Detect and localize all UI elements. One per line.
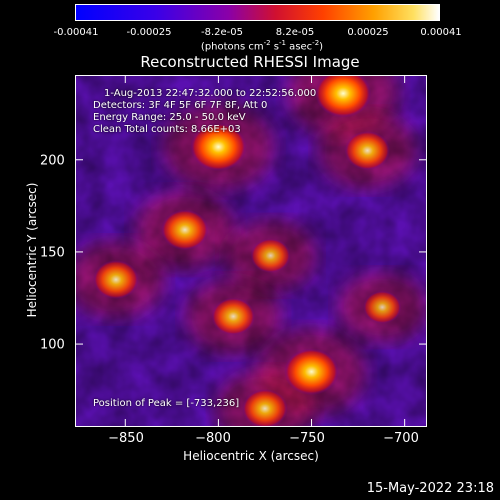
annotation-energy: Energy Range: 25.0 - 50.0 keV	[93, 112, 246, 123]
colorbar-tick: 8.2e-05	[275, 27, 315, 38]
y-axis-label: Heliocentric Y (arcsec)	[25, 182, 39, 318]
bright-source	[190, 122, 247, 171]
bright-source	[93, 260, 139, 300]
bright-source	[315, 75, 372, 118]
bright-source	[161, 209, 209, 251]
colorbar-tick: -0.00025	[126, 27, 172, 38]
y-tick-label: 150	[40, 245, 65, 261]
x-tick-label: −800	[195, 431, 231, 446]
chart-title: Reconstructed RHESSI Image	[140, 53, 360, 71]
x-tick-label: −850	[108, 431, 144, 446]
colorbar-tick: 0.00041	[420, 27, 462, 38]
y-tick-label: 200	[40, 153, 65, 169]
bright-source	[250, 238, 291, 273]
annotation-time: 1-Aug-2013 22:47:32.000 to 22:52:56.000	[104, 88, 317, 99]
annotation-counts: Clean Total counts: 8.66E+03	[93, 124, 241, 135]
annotation-peak-position: Position of Peak = [-733,236]	[93, 398, 240, 409]
bright-source	[344, 131, 391, 171]
bright-source	[363, 290, 402, 324]
bright-source	[211, 297, 256, 336]
x-axis-label: Heliocentric X (arcsec)	[183, 449, 319, 463]
colorbar	[75, 4, 440, 21]
bright-source	[242, 389, 288, 427]
heatmap-plot	[75, 75, 427, 427]
colorbar-units: (photons cm-2 s-1 asec-2)	[200, 39, 324, 53]
colorbar-tick: 0.00025	[347, 27, 389, 38]
x-tick-label: −750	[289, 431, 325, 446]
bright-source	[284, 348, 339, 395]
y-tick-label: 100	[40, 337, 65, 353]
timestamp: 15-May-2022 23:18	[366, 481, 494, 496]
colorbar-tick: -0.00041	[53, 27, 99, 38]
colorbar-tick: -8.2e-05	[201, 27, 243, 38]
annotation-detectors: Detectors: 3F 4F 5F 6F 7F 8F, Att 0	[93, 100, 268, 111]
x-tick-label: −700	[383, 431, 419, 446]
